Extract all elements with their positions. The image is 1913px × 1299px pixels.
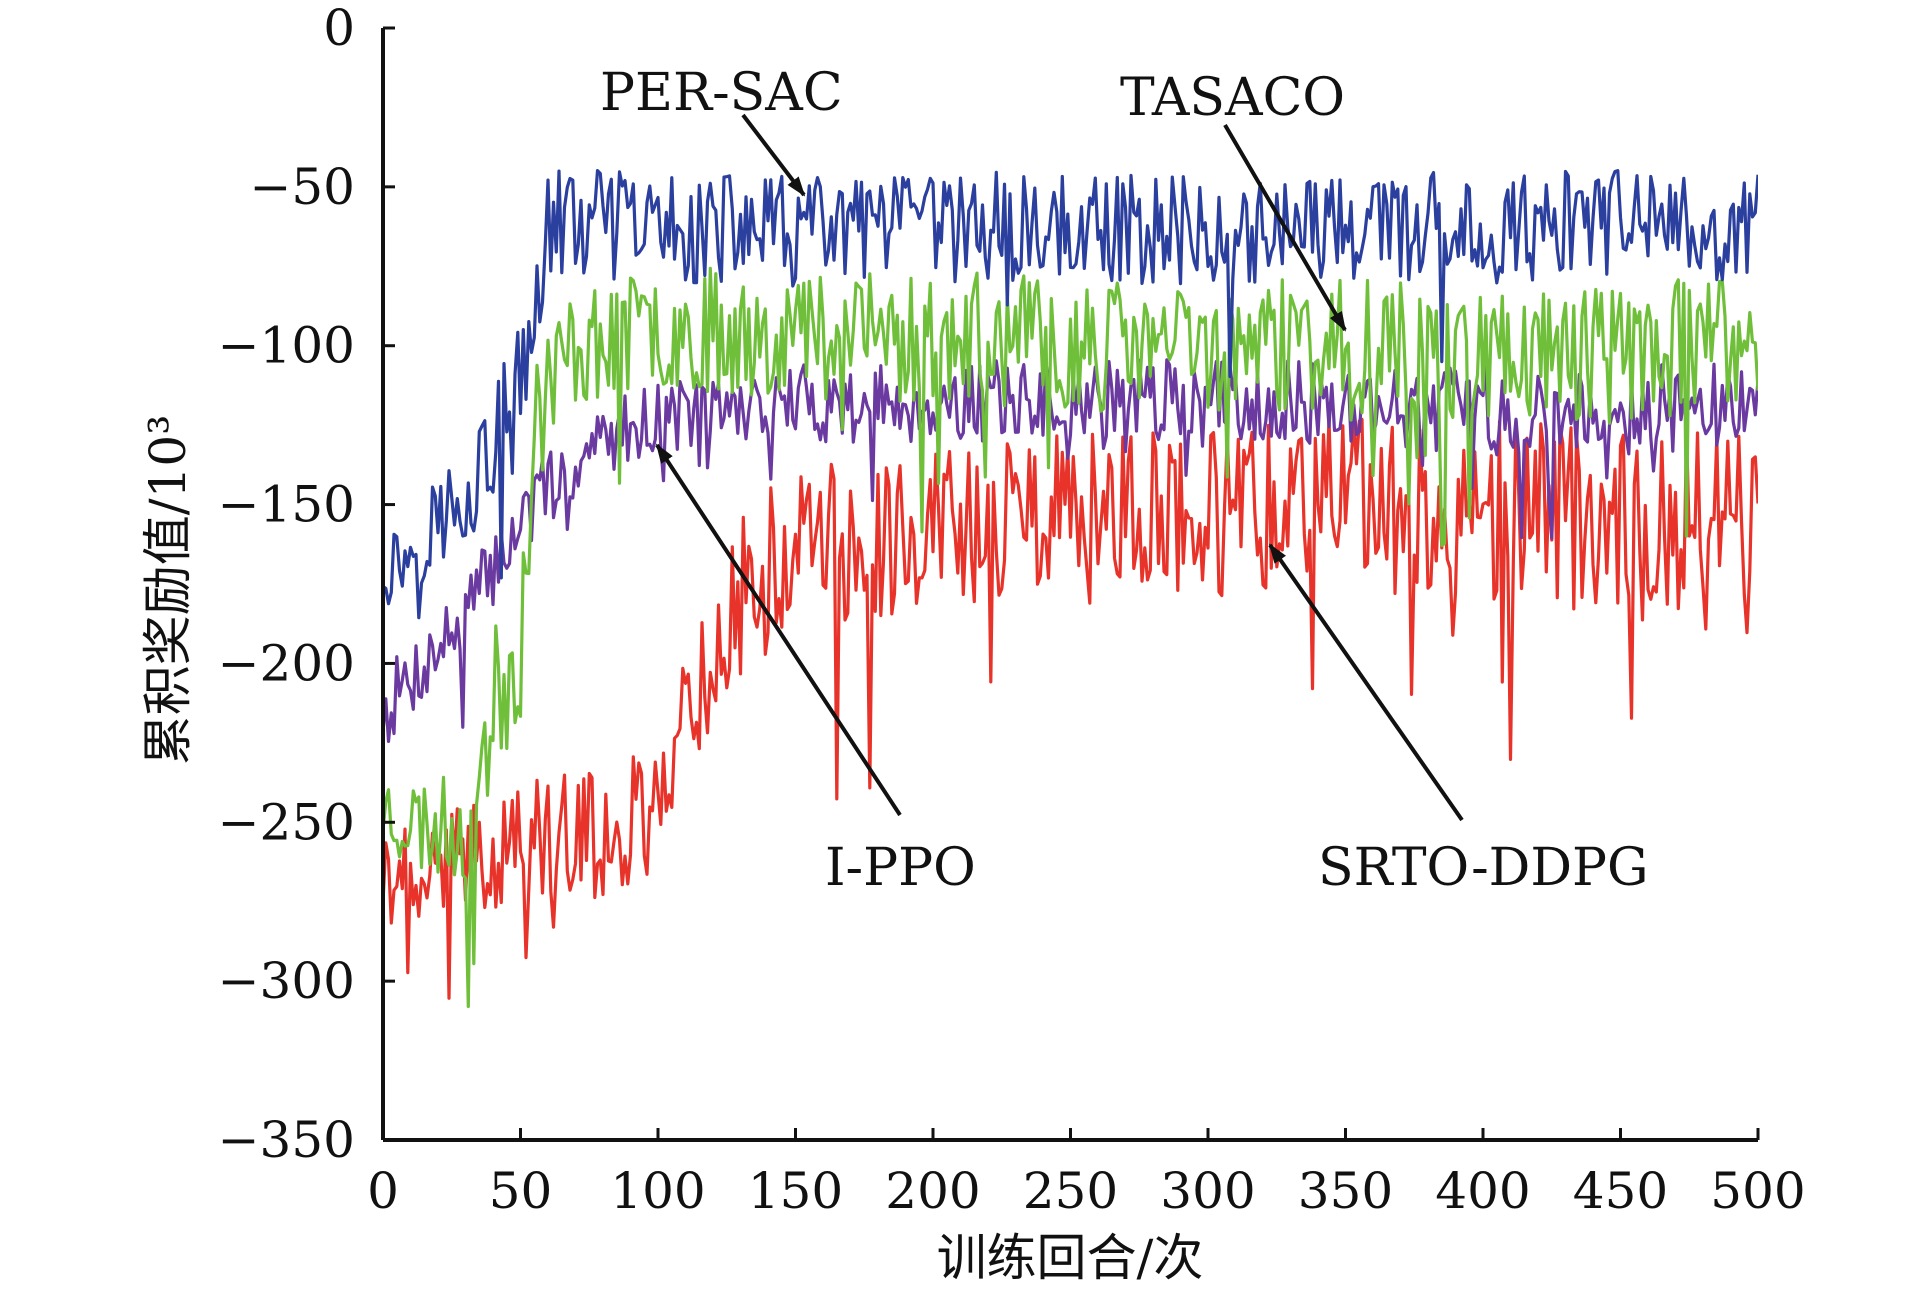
tasaco-arrow: [1223, 123, 1347, 332]
annotations: PER-SAC TASACO I-PPO SRTO-DDPG: [600, 63, 1649, 898]
per-sac-label: PER-SAC: [600, 63, 843, 123]
x-tick-label: 50: [489, 1162, 553, 1220]
x-tick-label: 300: [1160, 1162, 1255, 1220]
x-tick-label: 400: [1435, 1162, 1530, 1220]
srto-ddpg-arrow: [1268, 543, 1464, 822]
y-tick-label: −300: [218, 952, 355, 1010]
series-line-tasaco: [383, 266, 1758, 1009]
x-axis-title: 训练回合/次: [937, 1229, 1204, 1287]
x-tick-label: 350: [1298, 1162, 1393, 1220]
x-tick-label: 500: [1710, 1162, 1805, 1220]
series-line-srto-ddpg: [383, 417, 1758, 1000]
x-tick-label: 150: [748, 1162, 843, 1220]
i-ppo-label: I-PPO: [825, 838, 976, 898]
x-axis-ticks: 0 50 100 150 200 250 300 350 400 450 500: [367, 1128, 1806, 1220]
y-axis-title: 累积奖励值/10³: [139, 415, 197, 766]
series-layer: [383, 169, 1758, 1009]
x-tick-label: 100: [610, 1162, 705, 1220]
y-tick-label: 0: [323, 0, 355, 57]
y-tick-label: −200: [218, 634, 355, 692]
series-line-per-sac: [383, 169, 1758, 620]
i-ppo-arrow: [655, 443, 902, 817]
tasaco-label: TASACO: [1120, 68, 1345, 128]
y-tick-label: −50: [249, 158, 355, 216]
y-axis-ticks: 0 −50 −100 −150 −200 −250 −300 −350: [218, 0, 395, 1169]
x-tick-label: 200: [885, 1162, 980, 1220]
series-line-i-ppo: [383, 358, 1758, 743]
y-tick-label: −150: [218, 476, 355, 534]
y-tick-label: −100: [218, 317, 355, 375]
x-tick-label: 0: [367, 1162, 399, 1220]
y-tick-label: −250: [218, 793, 355, 851]
x-tick-label: 250: [1023, 1162, 1118, 1220]
srto-ddpg-label: SRTO-DDPG: [1318, 838, 1649, 898]
per-sac-arrow: [741, 113, 806, 197]
y-tick-label: −350: [218, 1111, 355, 1169]
x-tick-label: 450: [1573, 1162, 1668, 1220]
